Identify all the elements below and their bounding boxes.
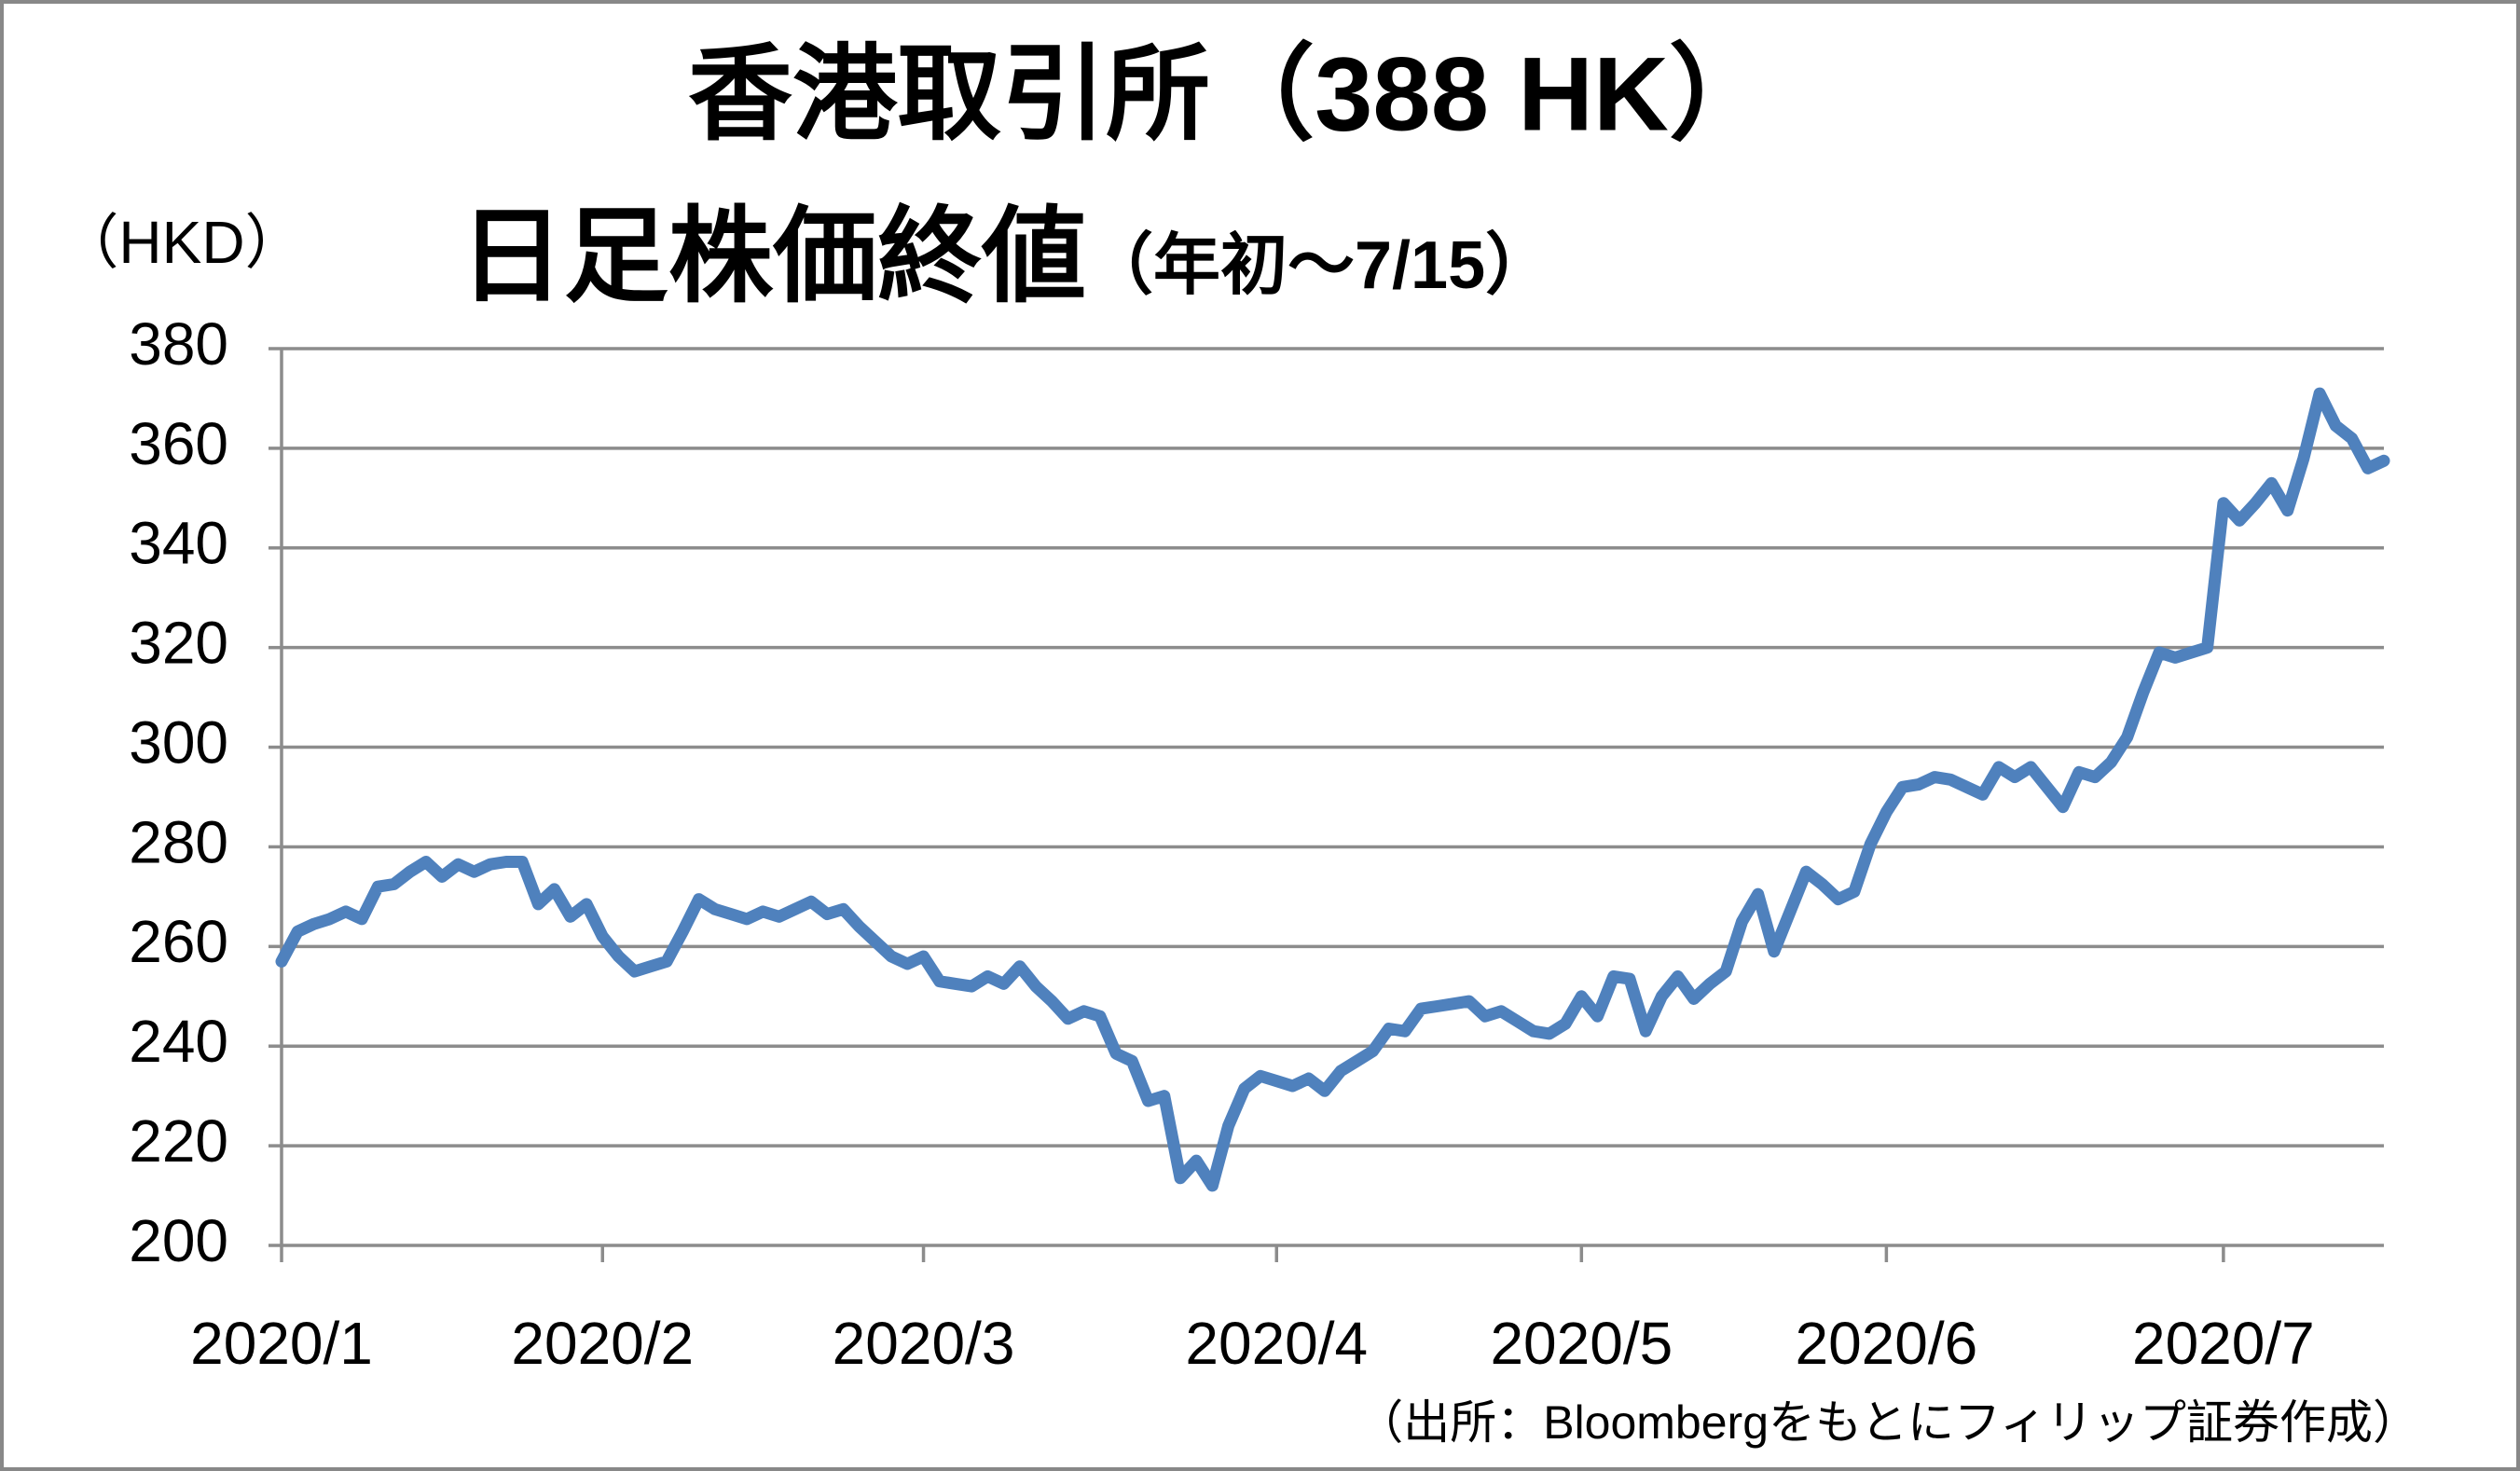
y-tick-label: 200 [129, 1207, 228, 1274]
y-tick-label: 300 [129, 708, 228, 776]
chart-subtitle: 日足株価終値 [460, 199, 1086, 315]
x-tick-label: 2020/4 [1185, 1310, 1368, 1377]
chart-title: 香港取引所（388 HK） [688, 36, 1773, 153]
y-tick-label: 260 [129, 908, 228, 975]
price-line [275, 387, 2390, 1192]
y-axis-label: （HKD） [59, 209, 304, 276]
x-tick-label: 2020/3 [833, 1310, 1015, 1377]
y-tick-label: 240 [129, 1008, 228, 1075]
y-tick-label: 340 [129, 510, 228, 577]
y-tick-label: 220 [129, 1107, 228, 1175]
chart-subtitle-note: （年初～7/15） [1086, 228, 1552, 303]
x-tick-label: 2020/7 [2132, 1310, 2315, 1377]
x-tick-label: 2020/6 [1795, 1310, 1977, 1377]
x-tick-label: 2020/1 [190, 1310, 373, 1377]
y-tick-label: 360 [129, 410, 228, 477]
x-tick-label: 2020/5 [1490, 1310, 1673, 1377]
y-tick-label: 320 [129, 610, 228, 677]
y-tick-label: 280 [129, 808, 228, 875]
y-tick-label: 380 [129, 310, 228, 378]
source-note: （出所：Bloombergをもとにフィリップ証券作成） [1356, 1396, 2419, 1449]
x-tick-label: 2020/2 [511, 1310, 694, 1377]
